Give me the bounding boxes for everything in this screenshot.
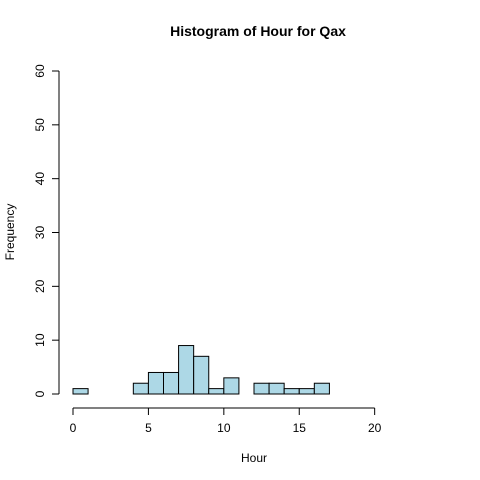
- x-axis-label: Hour: [241, 451, 267, 465]
- histogram-bar-8-9: [193, 355, 210, 395]
- x-tick-label-10: 10: [217, 421, 231, 435]
- histogram-bar-5-6: [147, 371, 164, 395]
- y-tick-label-50: 50: [33, 118, 47, 132]
- histogram-bar-6-7: [163, 371, 180, 395]
- histogram-bar-13-14: [268, 382, 285, 395]
- histogram-bar-16-17: [313, 382, 330, 395]
- x-axis: 0 5 10 15 20: [70, 407, 382, 435]
- y-ticks: 0 10 20 30 40 50 60: [33, 64, 59, 397]
- x-tick-label-20: 20: [368, 421, 382, 435]
- histogram-bar-14-15: [283, 388, 300, 395]
- histogram-bar-12-13: [253, 382, 270, 395]
- y-tick-label-40: 40: [33, 172, 47, 186]
- x-tick-label-15: 15: [293, 421, 307, 435]
- y-tick-label-30: 30: [33, 226, 47, 240]
- histogram-bar-9-10: [208, 388, 225, 395]
- bars-group: [72, 345, 330, 395]
- x-tick-label-5: 5: [145, 421, 152, 435]
- histogram-bar-0-1: [72, 388, 89, 395]
- y-axis: 0 10 20 30 40 50 60: [33, 64, 60, 397]
- histogram-bar-10-11: [223, 377, 240, 395]
- y-tick-label-0: 0: [33, 390, 47, 397]
- y-tick-label-60: 60: [33, 64, 47, 78]
- y-tick-label-10: 10: [33, 333, 47, 347]
- histogram-bar-4-5: [132, 382, 149, 395]
- histogram-bar-15-16: [298, 388, 315, 395]
- chart-title: Histogram of Hour for Qax: [170, 23, 346, 39]
- y-tick-label-20: 20: [33, 279, 47, 293]
- x-ticks: 0 5 10 15 20: [70, 408, 382, 435]
- y-axis-label: Frequency: [3, 204, 17, 261]
- x-tick-label-0: 0: [70, 421, 77, 435]
- histogram-bar-7-8: [178, 345, 195, 395]
